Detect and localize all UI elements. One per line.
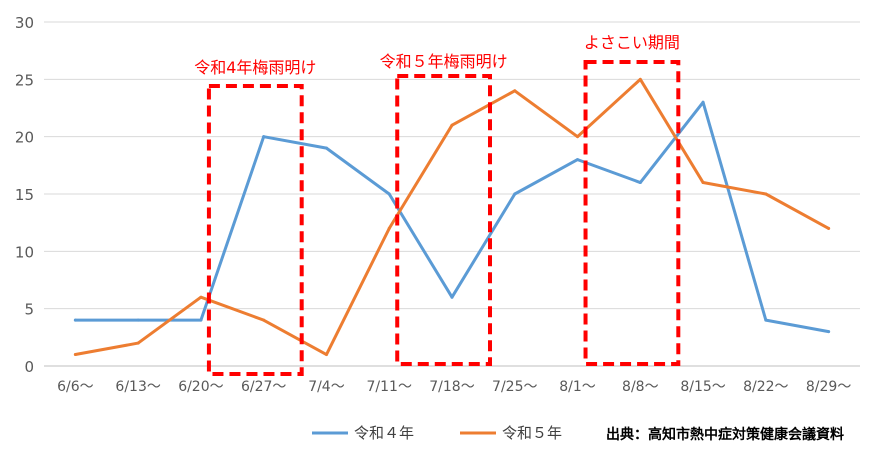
x-tick-label: 7/11～: [367, 379, 412, 395]
legend-label: 令和５年: [502, 424, 562, 442]
data-point: [638, 181, 642, 185]
data-point: [764, 318, 768, 322]
x-tick-label: 6/27～: [241, 379, 286, 395]
gridlines: [44, 21, 860, 367]
data-point: [450, 123, 454, 127]
annotation-boxes: 令和4年梅雨明け 令和５年梅雨明け よさこい期間: [194, 33, 681, 376]
data-point: [701, 181, 705, 185]
x-axis-ticks: 6/6～ 6/13～ 6/20～ 6/27～ 7/4～ 7/11～ 7/18～ 7/25～ 8/…: [57, 379, 851, 395]
annotation-label: 令和4年梅雨明け: [194, 58, 316, 77]
x-tick-label: 6/13～: [115, 379, 160, 395]
data-point: [199, 295, 203, 299]
legend-label: 令和４年: [354, 424, 414, 442]
data-point: [764, 192, 768, 196]
data-point: [513, 89, 517, 93]
annotation-box: [395, 74, 493, 366]
y-tick-label: 30: [15, 14, 34, 32]
x-tick-label: 7/25～: [492, 379, 537, 395]
x-tick-label: 8/22～: [743, 379, 788, 395]
data-point: [387, 226, 391, 230]
data-point: [136, 318, 140, 322]
annotation-box: [206, 84, 304, 376]
x-tick-label: 7/4～: [308, 379, 345, 395]
data-point: [73, 353, 77, 357]
y-tick-label: 5: [24, 301, 34, 319]
annotation-label: 令和５年梅雨明け: [380, 52, 508, 71]
series-line-2: [73, 77, 831, 357]
annotation-label: よさこい期間: [584, 33, 680, 52]
data-point: [450, 295, 454, 299]
data-point: [262, 135, 266, 139]
data-point: [701, 100, 705, 104]
y-tick-label: 0: [24, 358, 34, 376]
data-point: [576, 135, 580, 139]
data-point: [827, 330, 831, 334]
y-tick-label: 15: [15, 186, 34, 204]
source-note: 出典：高知市熱中症対策健康会議資料: [606, 426, 844, 443]
legend: 令和４年 令和５年: [312, 424, 562, 442]
x-tick-label: 6/20～: [178, 379, 223, 395]
data-point: [387, 192, 391, 196]
data-point: [262, 318, 266, 322]
data-point: [73, 318, 77, 322]
series-lines: [73, 77, 831, 357]
x-tick-label: 7/18～: [429, 379, 474, 395]
x-tick-label: 8/15～: [680, 379, 725, 395]
x-tick-label: 8/29～: [806, 379, 851, 395]
data-point: [638, 77, 642, 81]
data-point: [324, 353, 328, 357]
y-tick-label: 20: [15, 129, 34, 147]
y-tick-label: 10: [15, 243, 34, 261]
x-tick-label: 6/6～: [57, 379, 94, 395]
data-point: [136, 341, 140, 345]
annotation-box: [583, 60, 681, 366]
x-tick-label: 8/1～: [559, 379, 596, 395]
data-point: [324, 146, 328, 150]
data-point: [576, 158, 580, 162]
y-axis-ticks: 0 5 10 15 20 25 30: [15, 14, 34, 376]
data-point: [827, 226, 831, 230]
y-tick-label: 25: [15, 71, 34, 89]
x-tick-label: 8/8～: [622, 379, 659, 395]
data-point: [513, 192, 517, 196]
data-point: [199, 318, 203, 322]
